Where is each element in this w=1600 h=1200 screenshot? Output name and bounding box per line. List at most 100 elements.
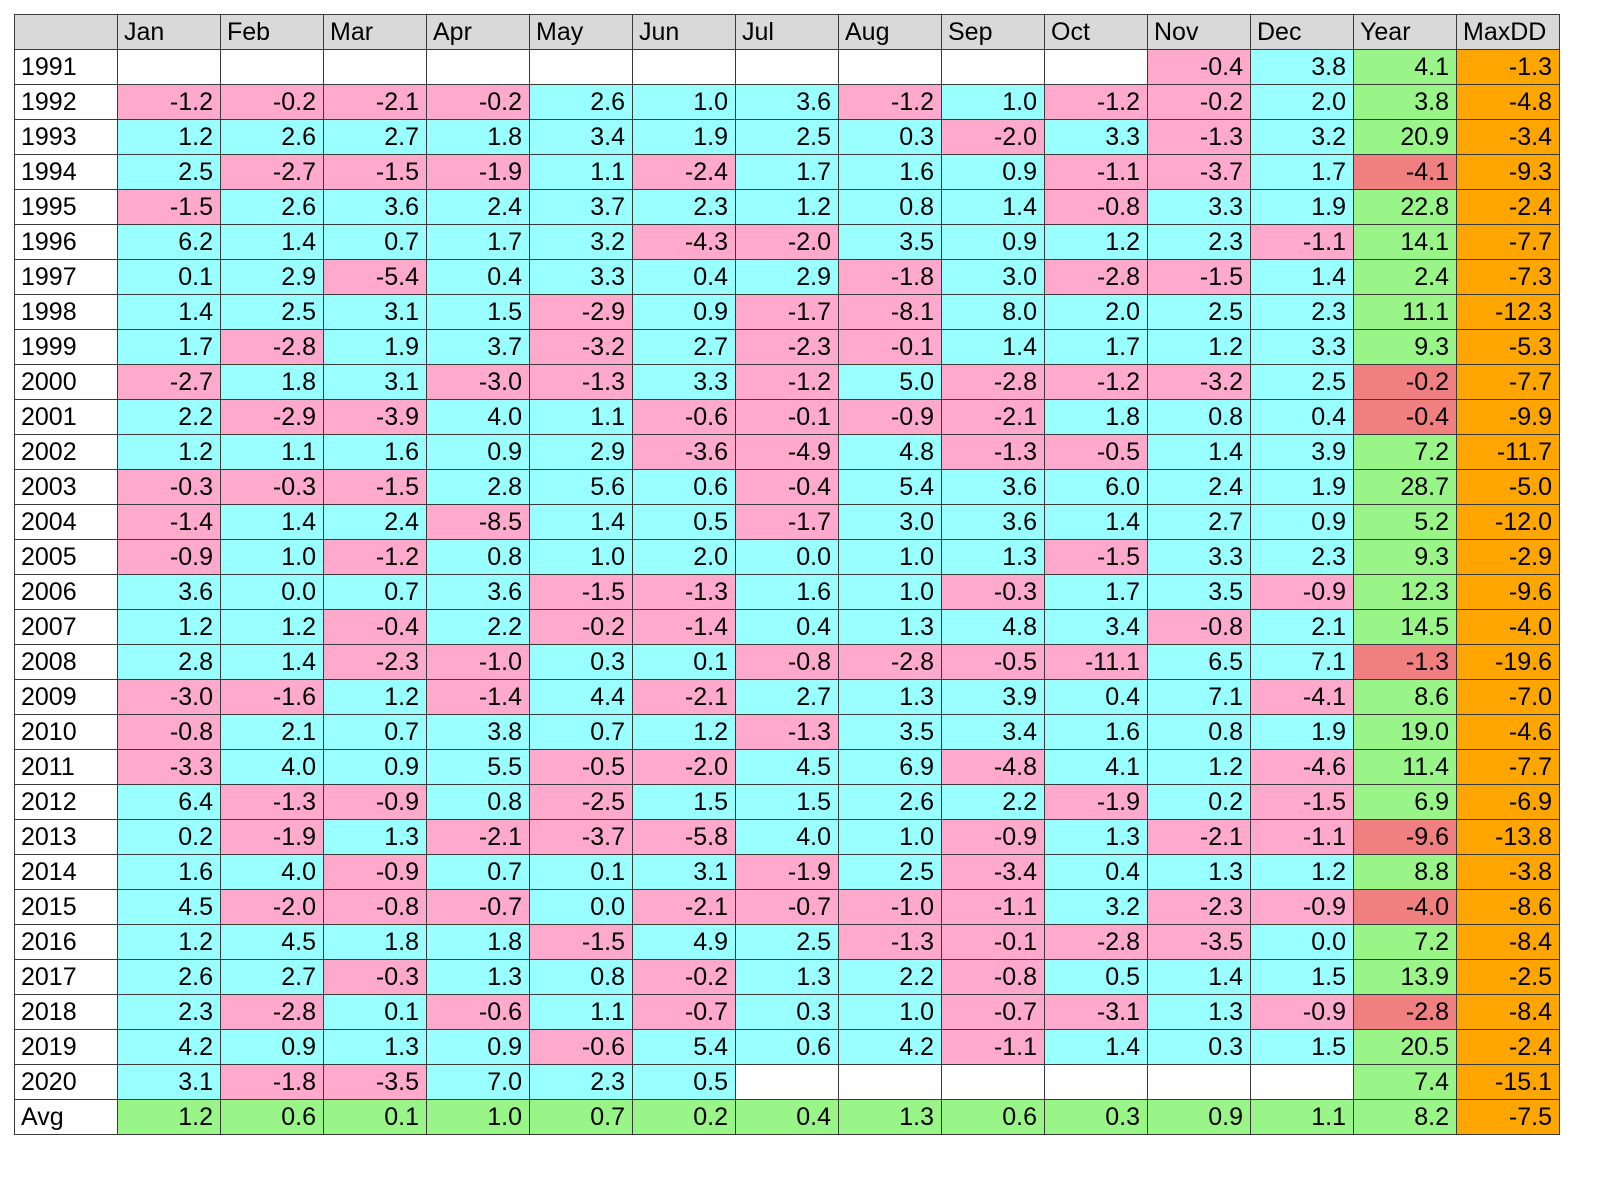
month-cell: 1.5 [735, 784, 839, 820]
month-cell: -0.2 [529, 609, 633, 645]
row-label: 2002 [14, 434, 118, 470]
month-cell: -1.8 [838, 259, 942, 295]
column-header: Apr [426, 14, 530, 50]
month-cell: 0.7 [323, 714, 427, 750]
month-cell: 2.0 [632, 539, 736, 575]
month-cell: 2.7 [632, 329, 736, 365]
month-cell: 2.6 [220, 119, 324, 155]
month-cell: 5.4 [632, 1029, 736, 1065]
row-label: 2012 [14, 784, 118, 820]
table-row: 1997 0.1 2.9 -5.4 0.4 3.3 0.4 2.9 -1.8 3.0 -2.8 -1.… [14, 259, 1560, 295]
month-cell: -0.7 [426, 889, 530, 925]
maxdd-cell: -7.7 [1456, 749, 1560, 785]
month-cell: 1.5 [632, 784, 736, 820]
row-label: 2007 [14, 609, 118, 645]
table-row: 2019 4.2 0.9 1.3 0.9 -0.6 5.4 0.6 4.2 -1.1 1.4 0.3 1… [14, 1029, 1560, 1065]
month-cell: 1.2 [117, 609, 221, 645]
corner-header [14, 14, 118, 50]
table-row: 2005 -0.9 1.0 -1.2 0.8 1.0 2.0 0.0 1.0 1.3 -1.5 3.3… [14, 539, 1560, 575]
empty-cell [838, 1064, 942, 1100]
month-cell: -1.2 [1044, 84, 1148, 120]
table-row: 1992 -1.2 -0.2 -2.1 -0.2 2.6 1.0 3.6 -1.2 1.0 -1.2… [14, 84, 1560, 120]
row-label: 1996 [14, 224, 118, 260]
month-cell: -1.3 [1147, 119, 1251, 155]
month-cell: -0.9 [117, 539, 221, 575]
month-cell: 1.4 [1044, 504, 1148, 540]
maxdd-cell: -6.9 [1456, 784, 1560, 820]
month-cell: 2.1 [1250, 609, 1354, 645]
month-cell: 1.2 [632, 714, 736, 750]
month-cell: -4.3 [632, 224, 736, 260]
row-label: 2014 [14, 854, 118, 890]
average-row: Avg 1.2 0.6 0.1 1.0 0.7 0.2 0.4 1.3 0.6 0.3 0.9 1.1 8… [14, 1099, 1560, 1135]
month-cell: -2.0 [735, 224, 839, 260]
month-cell: 2.3 [1250, 294, 1354, 330]
month-cell: -5.8 [632, 819, 736, 855]
column-header: Jun [632, 14, 736, 50]
month-cell: 1.3 [941, 539, 1045, 575]
month-cell: 2.7 [323, 119, 427, 155]
table-row: 2006 3.6 0.0 0.7 3.6 -1.5 -1.3 1.6 1.0 -0.3 1.7 3.5… [14, 574, 1560, 610]
row-label: 1995 [14, 189, 118, 225]
month-cell: 1.6 [117, 854, 221, 890]
maxdd-cell: -5.3 [1456, 329, 1560, 365]
month-cell: 0.8 [426, 539, 530, 575]
empty-cell [735, 49, 839, 85]
month-cell: -2.5 [529, 784, 633, 820]
month-cell: 2.5 [735, 119, 839, 155]
month-cell: -3.4 [941, 854, 1045, 890]
year-cell: 9.3 [1353, 329, 1457, 365]
year-cell: 11.4 [1353, 749, 1457, 785]
month-cell: -1.0 [426, 644, 530, 680]
table-row: 2001 2.2 -2.9 -3.9 4.0 1.1 -0.6 -0.1 -0.9 -2.1 1.8… [14, 399, 1560, 435]
month-cell: -3.7 [529, 819, 633, 855]
month-cell: 1.3 [323, 1029, 427, 1065]
month-cell: -1.1 [941, 889, 1045, 925]
average-cell: 0.2 [632, 1099, 736, 1135]
month-cell: -1.0 [838, 889, 942, 925]
table-row: 1994 2.5 -2.7 -1.5 -1.9 1.1 -2.4 1.7 1.6 0.9 -1.1-… [14, 154, 1560, 190]
maxdd-cell: -3.4 [1456, 119, 1560, 155]
row-label: 2010 [14, 714, 118, 750]
month-cell: 1.0 [941, 84, 1045, 120]
month-cell: -2.1 [1147, 819, 1251, 855]
empty-cell [735, 1064, 839, 1100]
year-cell: 13.9 [1353, 959, 1457, 995]
month-cell: -2.0 [941, 119, 1045, 155]
month-cell: 1.5 [1250, 959, 1354, 995]
month-cell: -0.8 [323, 889, 427, 925]
month-cell: 3.3 [632, 364, 736, 400]
month-cell: 5.4 [838, 469, 942, 505]
month-cell: -2.3 [735, 329, 839, 365]
month-cell: -0.8 [1044, 189, 1148, 225]
month-cell: 2.8 [426, 469, 530, 505]
month-cell: 1.3 [735, 959, 839, 995]
month-cell: -2.9 [220, 399, 324, 435]
maxdd-cell: -9.9 [1456, 399, 1560, 435]
month-cell: 6.4 [117, 784, 221, 820]
month-cell: -1.9 [735, 854, 839, 890]
month-cell: -2.8 [941, 364, 1045, 400]
month-cell: -3.6 [632, 434, 736, 470]
year-cell: 7.4 [1353, 1064, 1457, 1100]
month-cell: -11.1 [1044, 644, 1148, 680]
month-cell: 1.5 [426, 294, 530, 330]
month-cell: 7.1 [1147, 679, 1251, 715]
month-cell: -3.2 [529, 329, 633, 365]
month-cell: 2.3 [1147, 224, 1251, 260]
month-cell: 1.2 [220, 609, 324, 645]
maxdd-cell: -4.6 [1456, 714, 1560, 750]
month-cell: 1.0 [529, 539, 633, 575]
maxdd-cell: -8.6 [1456, 889, 1560, 925]
month-cell: 0.4 [1044, 679, 1148, 715]
row-label: 2009 [14, 679, 118, 715]
month-cell: -1.9 [426, 154, 530, 190]
month-cell: -2.4 [632, 154, 736, 190]
month-cell: -1.1 [1250, 819, 1354, 855]
month-cell: -0.7 [735, 889, 839, 925]
average-cell: 0.7 [529, 1099, 633, 1135]
month-cell: -3.9 [323, 399, 427, 435]
month-cell: 2.5 [735, 924, 839, 960]
month-cell: 3.4 [941, 714, 1045, 750]
month-cell: 1.0 [838, 994, 942, 1030]
